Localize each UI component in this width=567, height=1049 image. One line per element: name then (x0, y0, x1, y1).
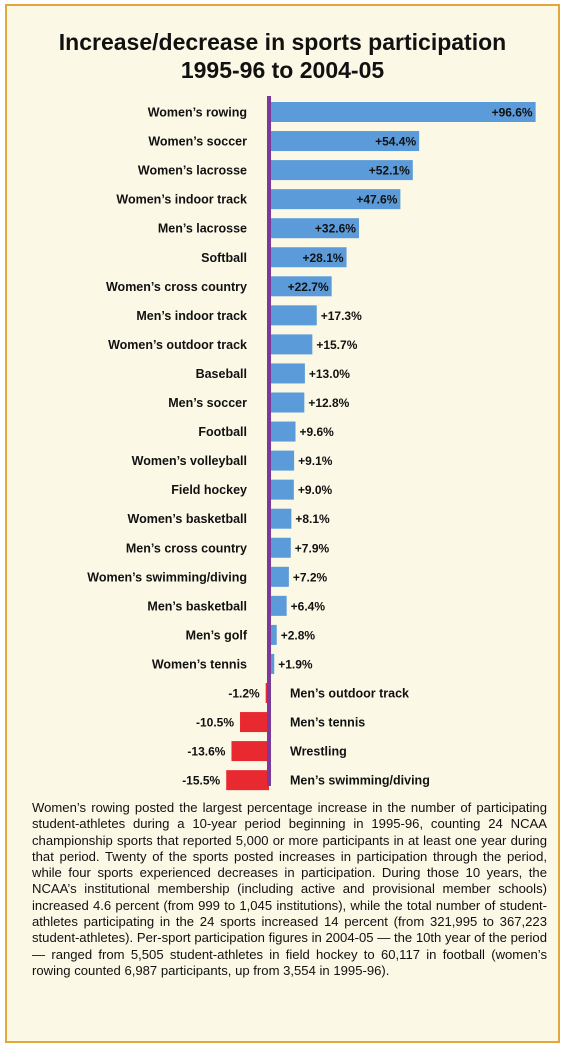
category-label: Baseball (196, 367, 247, 381)
bar (269, 131, 420, 152)
category-label: Women’s volleyball (132, 454, 247, 468)
bar (269, 305, 317, 326)
value-label: -13.6% (187, 745, 225, 759)
bar (269, 653, 275, 674)
value-label: +9.0% (298, 483, 333, 497)
value-label: +9.1% (298, 454, 333, 468)
zero-axis-line (267, 96, 271, 786)
category-label: Men’s tennis (290, 716, 365, 730)
value-label: +12.8% (308, 396, 349, 410)
category-label: Men’s soccer (168, 396, 247, 410)
category-label: Men’s cross country (126, 541, 247, 555)
category-label: Men’s swimming/diving (290, 774, 430, 788)
value-label: -15.5% (182, 774, 220, 788)
value-label: +22.7% (288, 280, 329, 294)
value-label: +52.1% (369, 164, 410, 178)
category-label: Men’s outdoor track (290, 687, 409, 701)
bar (269, 247, 347, 268)
value-label: +7.2% (293, 570, 328, 584)
value-label: +1.9% (278, 657, 313, 671)
category-label: Wrestling (290, 745, 347, 759)
category-label: Women’s swimming/diving (87, 570, 247, 584)
category-label: Women’s indoor track (116, 193, 247, 207)
value-label: +47.6% (356, 193, 397, 207)
bar (269, 189, 401, 210)
bar (269, 392, 305, 413)
value-label: +8.1% (295, 512, 330, 526)
category-label: Men’s lacrosse (158, 222, 247, 236)
category-label: Football (198, 425, 247, 439)
value-label: -1.2% (228, 687, 260, 701)
value-label: +9.6% (299, 425, 334, 439)
bar (269, 218, 359, 239)
value-label: +96.6% (492, 106, 533, 120)
category-label: Women’s cross country (106, 280, 247, 294)
bar (226, 770, 269, 791)
bar (269, 537, 291, 558)
value-label: +17.3% (321, 309, 362, 323)
category-label: Women’s soccer (148, 135, 247, 149)
chart-title: Increase/decrease in sports participatio… (58, 29, 507, 55)
value-label: +2.8% (281, 628, 316, 642)
bar (269, 363, 305, 384)
category-label: Women’s tennis (152, 657, 247, 671)
value-label: -10.5% (196, 716, 234, 730)
value-label: +28.1% (303, 251, 344, 265)
category-label: Women’s lacrosse (138, 164, 247, 178)
value-label: +7.9% (295, 541, 330, 555)
bar (269, 334, 313, 355)
bar (231, 741, 269, 762)
bar (269, 421, 296, 442)
bar (269, 508, 292, 529)
category-label: Men’s golf (186, 628, 248, 642)
bar (269, 450, 295, 471)
value-label: +32.6% (315, 222, 356, 236)
chart-subtitle: 1995-96 to 2004-05 (180, 57, 385, 83)
bar (269, 624, 277, 645)
value-label: +6.4% (291, 599, 326, 613)
bar (240, 712, 269, 733)
value-label: +13.0% (309, 367, 350, 381)
value-label: +15.7% (316, 338, 357, 352)
category-label: Women’s rowing (148, 106, 247, 120)
category-label: Men’s indoor track (136, 309, 247, 323)
category-label: Women’s basketball (128, 512, 247, 526)
value-label: +54.4% (375, 135, 416, 149)
bar (269, 595, 287, 616)
bar (269, 566, 289, 587)
bar (269, 479, 294, 500)
chart-title-block: Increase/decrease in sports participatio… (7, 28, 558, 84)
bar (269, 160, 413, 181)
category-label: Field hockey (171, 483, 247, 497)
bar (269, 276, 332, 297)
chart-caption: Women’s rowing posted the largest percen… (32, 800, 547, 978)
category-label: Women’s outdoor track (108, 338, 247, 352)
category-label: Softball (201, 251, 247, 265)
bar (269, 102, 536, 122)
category-label: Men’s basketball (147, 599, 247, 613)
